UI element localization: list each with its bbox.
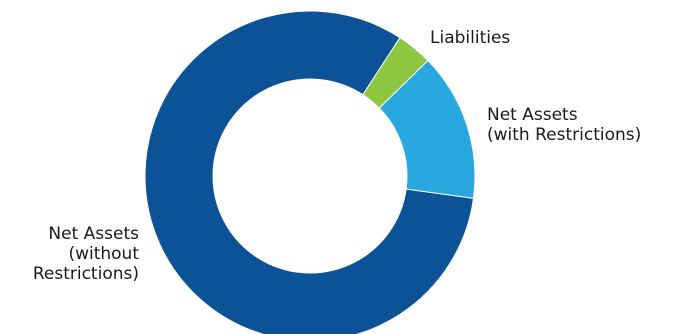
label-without-line-1: Net Assets xyxy=(48,224,139,244)
label-with-line-1: Net Assets xyxy=(487,105,578,125)
label-without-line-2: (without xyxy=(68,244,139,264)
label-without-line-3: Restrictions) xyxy=(32,264,139,284)
slice-net-assets-without-restrictions xyxy=(144,10,475,334)
label-liabilities: Liabilities xyxy=(430,28,510,48)
label-net-assets-without-restrictions: Net Assets (without Restrictions) xyxy=(33,224,139,284)
label-net-assets-with-restrictions: Net Assets (with Restrictions) xyxy=(487,105,641,145)
label-with-line-2: (with Restrictions) xyxy=(487,125,642,145)
label-liabilities-line-1: Liabilities xyxy=(430,28,511,48)
